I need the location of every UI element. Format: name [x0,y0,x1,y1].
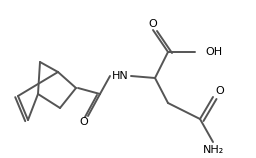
Text: NH₂: NH₂ [202,145,224,155]
Text: O: O [216,86,224,96]
Text: OH: OH [205,47,222,57]
Text: O: O [80,117,88,127]
Text: HN: HN [112,71,128,81]
Text: O: O [149,19,157,29]
